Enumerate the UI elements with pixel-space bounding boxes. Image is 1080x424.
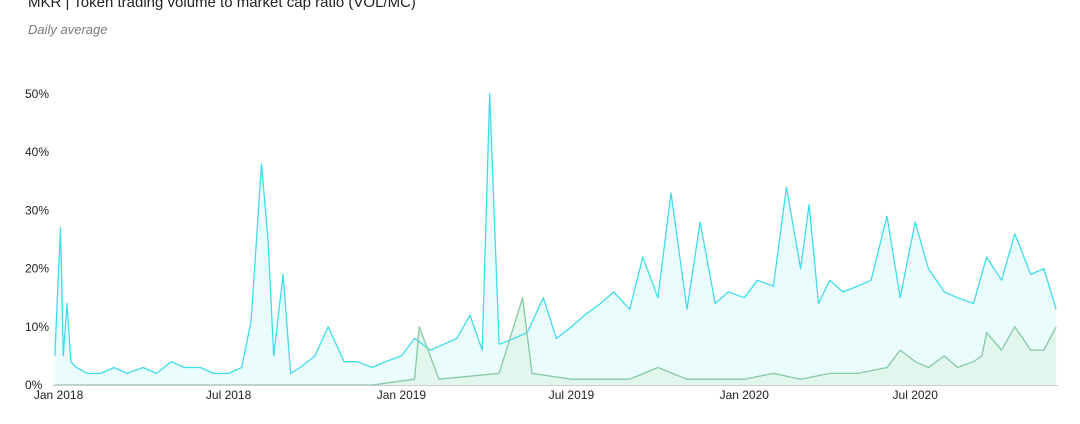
- series-lines: [54, 93, 1057, 386]
- x-axis-ticks: Jan 2018 Jul 2018 Jan 2019 Jul 2019 Jan 2020…: [34, 388, 938, 402]
- x-tick-label: Jul 2020: [893, 388, 939, 402]
- y-tick-label: 50%: [25, 87, 49, 101]
- x-tick-label: Jan 2018: [34, 388, 84, 402]
- series-1-line: [54, 93, 1057, 375]
- chart-title: MKR | Token trading volume to market cap…: [28, 0, 416, 11]
- series-1-area: [54, 94, 1057, 385]
- x-tick-label: Jul 2018: [206, 388, 252, 402]
- y-tick-label: 40%: [25, 145, 49, 159]
- x-tick-label: Jul 2019: [549, 388, 595, 402]
- series-2-area: [54, 297, 1057, 385]
- y-axis-ticks: 0% 10% 20% 30% 40% 50%: [25, 87, 49, 392]
- y-tick-label: 30%: [25, 203, 49, 217]
- y-tick-label: 20%: [25, 262, 49, 276]
- series-2-line: [54, 297, 1057, 386]
- x-tick-label: Jan 2020: [720, 388, 770, 402]
- chart-subtitle: Daily average: [28, 22, 108, 37]
- area-fills: [54, 94, 1057, 385]
- x-tick-label: Jan 2019: [377, 388, 427, 402]
- y-tick-label: 10%: [25, 320, 49, 334]
- y-tick-label: 0%: [25, 378, 43, 392]
